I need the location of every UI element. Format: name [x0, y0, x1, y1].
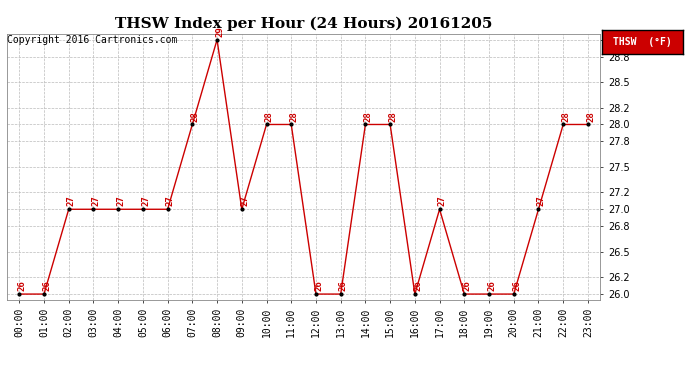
Text: 28: 28 — [190, 111, 199, 122]
Text: THSW  (°F): THSW (°F) — [613, 37, 672, 47]
Text: 29: 29 — [215, 26, 224, 37]
Text: 26: 26 — [314, 280, 323, 291]
Text: 27: 27 — [92, 196, 101, 207]
Text: Copyright 2016 Cartronics.com: Copyright 2016 Cartronics.com — [7, 36, 177, 45]
Text: 26: 26 — [17, 280, 26, 291]
Text: 28: 28 — [265, 111, 274, 122]
Text: 27: 27 — [141, 196, 150, 207]
Text: 27: 27 — [166, 196, 175, 207]
Text: 27: 27 — [240, 196, 249, 207]
Text: 28: 28 — [562, 111, 571, 122]
Text: 27: 27 — [537, 196, 546, 207]
Text: 28: 28 — [364, 111, 373, 122]
Text: 28: 28 — [586, 111, 595, 122]
Text: 27: 27 — [117, 196, 126, 207]
Text: 26: 26 — [413, 280, 422, 291]
Text: 27: 27 — [438, 196, 447, 207]
Text: 28: 28 — [290, 111, 299, 122]
Text: 26: 26 — [462, 280, 471, 291]
Text: 26: 26 — [42, 280, 51, 291]
Text: 26: 26 — [512, 280, 521, 291]
Title: THSW Index per Hour (24 Hours) 20161205: THSW Index per Hour (24 Hours) 20161205 — [115, 17, 492, 31]
Text: 26: 26 — [339, 280, 348, 291]
Text: 26: 26 — [487, 280, 496, 291]
Text: 28: 28 — [388, 111, 397, 122]
Text: 27: 27 — [67, 196, 76, 207]
